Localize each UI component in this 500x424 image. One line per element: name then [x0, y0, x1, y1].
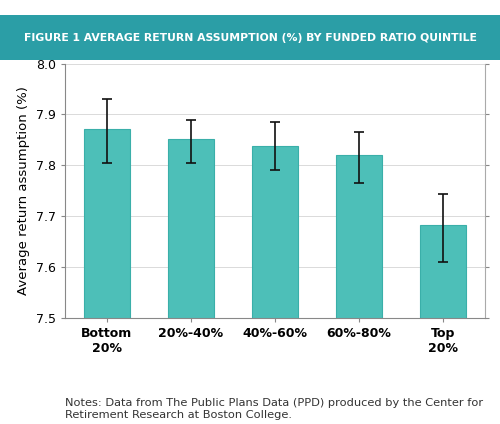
Bar: [168, 139, 214, 424]
Text: FIGURE 1 AVERAGE RETURN ASSUMPTION (%) BY FUNDED RATIO QUINTILE: FIGURE 1 AVERAGE RETURN ASSUMPTION (%) B…: [24, 33, 476, 42]
Text: Notes: Data from The Public Plans Data (PPD) produced by the Center for
Retireme: Notes: Data from The Public Plans Data (…: [65, 398, 483, 420]
Bar: [336, 155, 382, 424]
Bar: [252, 146, 298, 424]
Bar: [420, 226, 466, 424]
Y-axis label: Average return assumption (%): Average return assumption (%): [18, 86, 30, 295]
Bar: [84, 129, 130, 424]
